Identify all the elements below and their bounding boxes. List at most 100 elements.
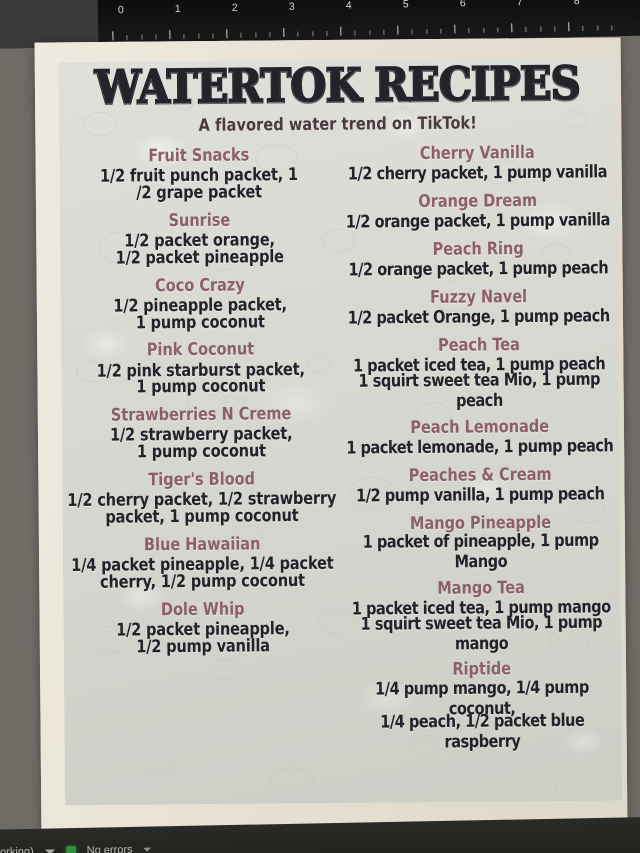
ruler-tick-minor <box>539 26 541 32</box>
recipe-ingredients-line: 1 pump coconut <box>135 312 265 333</box>
recipe-ingredients-line: 1/2 orange packet, 1 pump vanilla <box>345 210 611 233</box>
ruler-tick-minor <box>611 25 613 31</box>
ruler-tick-minor <box>582 25 584 31</box>
recipe-item: Peach Tea 1 packet iced tea, 1 pump peach… <box>342 335 617 411</box>
recipe-columns: Fruit Snacks 1/2 fruit punch packet, 1/2 … <box>59 143 621 764</box>
ruler-tick-minor <box>525 27 527 33</box>
recipe-name: Coco Crazy <box>155 275 245 296</box>
recipe-ingredients-line: 1/2 cherry packet, 1 pump vanilla <box>347 162 608 185</box>
recipe-item: Pink Coconut 1/2 pink starburst packet, 1 … <box>63 340 338 398</box>
ruler-tick-major <box>397 25 399 35</box>
recipe-name: Fuzzy Navel <box>429 287 528 308</box>
ruler-tick-minor <box>482 27 484 33</box>
ruler-tick-label: 5 <box>402 0 410 11</box>
recipe-name: Peach Tea <box>437 335 520 356</box>
recipe-item: Riptide 1/4 pump mango, 1/4 pump coconut,… <box>344 660 619 753</box>
recipe-item: Orange Dream 1/2 orange packet, 1 pump va… <box>340 191 615 233</box>
recipe-item: Mango Tea 1 packet iced tea, 1 pump mango… <box>344 578 619 653</box>
ruler-tick-minor <box>297 31 299 37</box>
recipe-ingredients-line: 1/4 peach, 1/2 packet blue raspberry <box>380 711 585 753</box>
ruler-tick-minor <box>240 32 242 38</box>
chevron-down-icon[interactable] <box>44 848 55 853</box>
recipe-name: Tiger's Blood <box>148 470 256 491</box>
recipe-ingredients-line: 1 pump coconut <box>136 377 266 398</box>
ruler-tick-minor <box>425 29 427 35</box>
recipe-name: Peaches & Cream <box>408 465 552 486</box>
recipe-ingredients-line: 1 packet of pineapple, 1 pump Mango <box>362 531 599 572</box>
recipe-item: Fruit Snacks 1/2 fruit punch packet, 1/2 … <box>61 145 336 204</box>
paper-photo: WATERTOK RECIPES A flavored water trend … <box>34 37 628 833</box>
ruler-tick-major <box>340 26 342 36</box>
recipe-ingredients-line: 1/2 orange packet, 1 pump peach <box>348 259 609 281</box>
ruler-tick-minor <box>383 29 385 35</box>
ruler-tick-label: 7 <box>516 0 524 9</box>
ruler-tick-minor <box>311 31 313 37</box>
status-indicator-icon <box>65 845 76 853</box>
ruler-tick-minor <box>411 29 413 35</box>
recipe-name: Mango Tea <box>437 578 525 599</box>
ruler-tick-major <box>226 29 228 39</box>
recipe-column-left: Fruit Snacks 1/2 fruit punch packet, 1/2 … <box>61 145 343 764</box>
recipe-item: Fuzzy Navel 1/2 packet Orange, 1 pump pea… <box>341 287 616 329</box>
ruler-tick-minor <box>468 28 470 34</box>
ruler-tick-minor <box>140 34 142 40</box>
ruler-tick-minor <box>368 30 370 36</box>
recipe-ingredients-line: 1/2 pump vanilla, 1 pump peach <box>356 484 605 507</box>
recipe-item: Mango Pineapple 1 packet of pineapple, 1 … <box>343 513 618 572</box>
recipe-name: Peach Ring <box>432 239 524 260</box>
ruler-tick-label: 4 <box>345 0 353 12</box>
ruler-tick-major <box>568 22 570 32</box>
recipe-ingredients-line: 1/2 packet pineapple <box>115 247 284 269</box>
recipe-name: Pink Coconut <box>146 340 255 361</box>
page-subtitle: A flavored water trend on TikTok! <box>198 114 478 136</box>
recipe-item: Sunrise 1/2 packet orange, 1/2 packet pine… <box>62 210 337 269</box>
status-working-label: orking) <box>0 845 34 853</box>
status-errors-label: No errors <box>86 843 133 853</box>
recipe-ingredients-line: cherry, 1/2 pump coconut <box>100 571 305 593</box>
recipe-column-right: Cherry Vanilla 1/2 cherry packet, 1 pump … <box>338 143 620 761</box>
ruler-tick-minor <box>254 32 256 38</box>
poster-content: WATERTOK RECIPES A flavored water trend … <box>59 58 622 806</box>
ruler-tick-minor <box>326 31 328 37</box>
ruler-tick-minor <box>212 33 214 39</box>
ruler-tick-minor <box>596 25 598 31</box>
ruler-tick-major <box>283 27 285 37</box>
status-row: orking) No errors <box>0 844 152 853</box>
recipe-ingredients-line: 1/2 pump vanilla <box>136 636 270 658</box>
recipe-ingredients-line: 1 packet lemonade, 1 pump peach <box>346 436 614 459</box>
recipe-ingredients-line: /2 grape packet <box>136 182 262 204</box>
ruler-tick-label: 2 <box>231 1 239 14</box>
recipe-item: Dole Whip 1/2 packet pineapple, 1/2 pump v… <box>65 600 340 658</box>
ruler-tick-label: 1 <box>174 2 182 16</box>
recipe-item: Strawberries N Creme 1/2 strawberry packe… <box>64 404 339 463</box>
recipe-sheet: WATERTOK RECIPES A flavored water trend … <box>58 57 623 806</box>
ruler-tick-label: 6 <box>459 0 467 10</box>
ruler-tick-minor <box>354 30 356 36</box>
recipe-name: Sunrise <box>168 210 231 231</box>
recipe-name: Strawberries N Creme <box>110 404 292 426</box>
recipe-item: Tiger's Blood 1/2 cherry packet, 1/2 stra… <box>64 470 339 528</box>
ruler-tick-major <box>511 23 513 33</box>
recipe-name: Cherry Vanilla <box>419 143 535 164</box>
recipe-item: Blue Hawaiian 1/4 packet pineapple, 1/4 p… <box>65 535 340 593</box>
recipe-ingredients-line: 1 squirt sweet tea Mio, 1 pump peach <box>358 370 601 411</box>
ruler-tick-minor <box>554 26 556 32</box>
recipe-item: Cherry Vanilla 1/2 cherry packet, 1 pump … <box>340 143 615 185</box>
ruler-tick-minor <box>155 34 157 40</box>
chevron-down-icon-secondary[interactable] <box>143 847 152 852</box>
recipe-name: Fruit Snacks <box>148 145 250 166</box>
ruler-tick-minor <box>440 28 442 34</box>
ruler-tick-major <box>454 24 456 34</box>
ruler-tick-major <box>169 30 171 40</box>
page-title: WATERTOK RECIPES <box>93 57 581 117</box>
recipe-ingredients-line: 1 squirt sweet tea Mio, 1 pump mango <box>360 612 603 654</box>
ruler-tick-minor <box>183 33 185 39</box>
ruler-tick-minor <box>126 35 128 41</box>
recipe-name: Peach Lemonade <box>410 417 550 438</box>
ruler-tick-major <box>112 31 114 41</box>
ruler-tick-label: 0 <box>117 4 125 17</box>
recipe-ingredients-line: packet, 1 pump coconut <box>105 506 299 528</box>
recipe-ingredients-line: 1/2 packet Orange, 1 pump peach <box>347 307 610 329</box>
recipe-item: Peach Lemonade 1 packet lemonade, 1 pump … <box>342 417 617 459</box>
